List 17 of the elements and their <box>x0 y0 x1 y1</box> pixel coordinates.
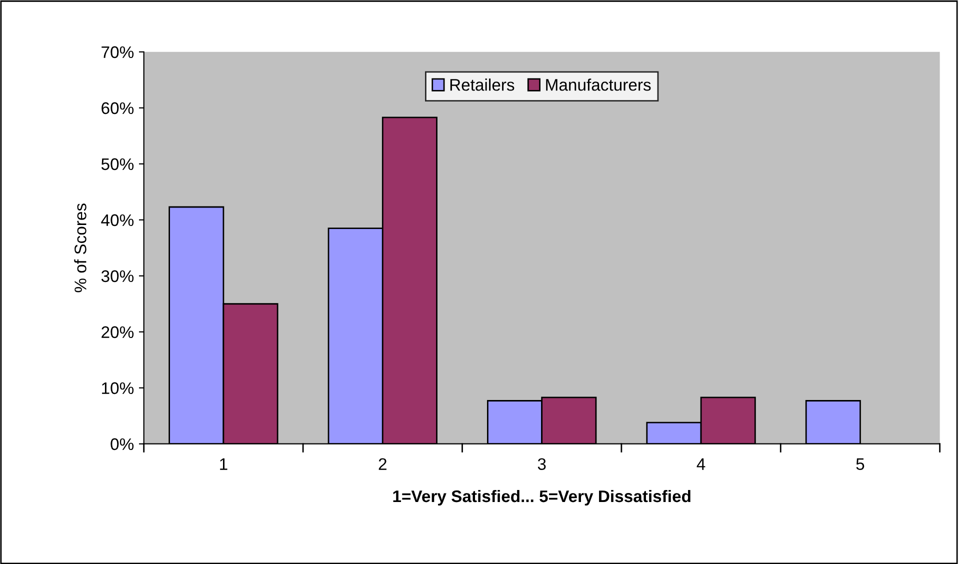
y-tick-label: 50% <box>101 158 134 170</box>
y-tick-label: 30% <box>101 270 134 282</box>
y-tick-label: 60% <box>102 102 134 114</box>
x-tick-label: 1 <box>220 458 228 470</box>
y-axis-title: % of Scores <box>74 204 86 292</box>
x-axis-title: 1=Very Satisfied... 5=Very Dissatisfied <box>393 490 690 506</box>
legend-label: Retailers <box>450 78 514 91</box>
legend-label: Manufacturers <box>546 78 651 91</box>
y-tick-label: 20% <box>102 326 134 338</box>
x-tick-label: 2 <box>378 458 386 470</box>
x-tick-label: 3 <box>538 458 546 470</box>
y-tick-label: 10% <box>102 382 134 394</box>
y-tick-label: 70% <box>102 46 134 58</box>
x-tick-label: 5 <box>856 458 864 470</box>
y-tick-label: 40% <box>101 214 134 226</box>
y-tick-label: 0% <box>110 438 134 450</box>
x-tick-label: 4 <box>696 458 706 470</box>
